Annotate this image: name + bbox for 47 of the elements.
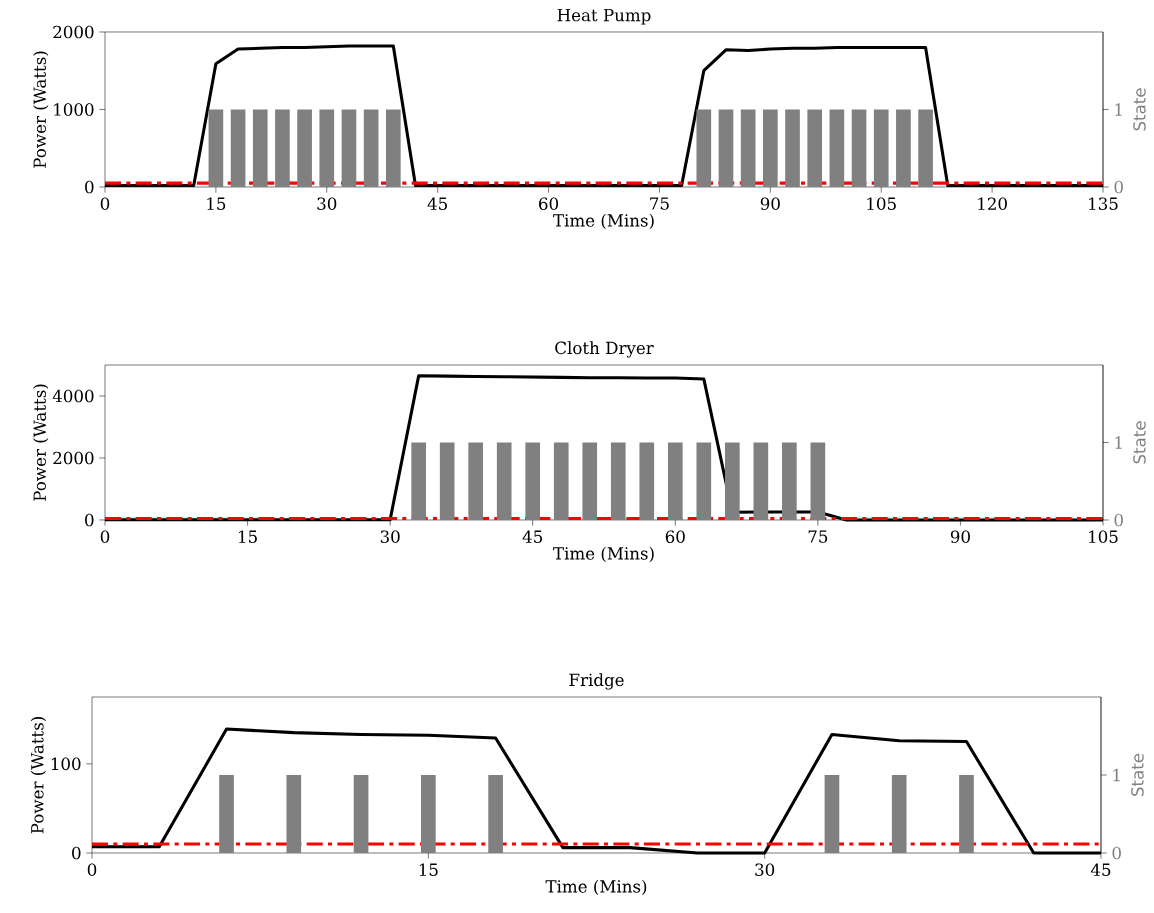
y2-axis-title: State [1133,88,1146,131]
x-axis-title: Time (Mins) [553,213,654,230]
x-tick-label: 30 [317,197,337,210]
x-tick-label: 60 [665,530,685,543]
x-tick-label: 105 [867,197,896,210]
y-tick-label: 1000 [54,103,94,116]
x-tick-label: 105 [1089,530,1118,543]
y2-tick-label: 1 [1115,436,1122,449]
x-tick-label: 0 [100,530,110,543]
x-tick-label: 120 [978,197,1007,210]
x-tick-label: 75 [808,530,828,543]
y-tick-label: 2000 [53,451,94,465]
y-tick-label: 0 [85,180,94,194]
x-axis-title: Time (Mins) [545,879,647,896]
y-tick-label: 4000 [52,389,94,403]
x-tick-label: 135 [1089,197,1118,210]
y-axis-title: Power (Watts) [30,717,46,834]
x-tick-label: 15 [239,530,257,543]
x-tick-label: 15 [207,197,226,210]
chart-title: Fridge [569,673,624,690]
y-tick-label: 0 [85,513,94,527]
y2-tick-label: 1 [1113,768,1120,782]
chart-title: Heat Pump [557,8,651,25]
y2-tick-label: 1 [1115,103,1122,116]
x-tick-label: 30 [380,530,400,543]
y-axis-title: Power (Watts) [33,51,49,168]
x-tick-label: 0 [100,197,110,210]
x-tick-label: 75 [650,197,669,210]
y2-axis-title: State [1133,421,1146,464]
x-tick-label: 45 [1090,863,1111,876]
y-axis-title: Power (Watts) [33,384,49,501]
x-tick-label: 15 [419,863,438,876]
y-tick-label: 2000 [53,25,94,39]
x-tick-label: 45 [427,197,447,210]
x-tick-label: 90 [950,530,970,543]
y-tick-label: 0 [72,846,81,860]
x-tick-label: 90 [760,197,780,210]
y2-tick-label: 0 [1114,180,1123,194]
y2-tick-label: 0 [1112,846,1121,860]
y2-axis-title: State [1131,753,1144,796]
x-tick-label: 30 [755,863,775,876]
y-tick-label: 100 [51,757,81,771]
x-tick-label: 45 [522,530,543,543]
y2-tick-label: 0 [1114,513,1123,527]
x-tick-label: 60 [539,197,559,210]
chart-title: Cloth Dryer [555,341,654,358]
x-axis-title: Time (Mins) [553,546,654,563]
